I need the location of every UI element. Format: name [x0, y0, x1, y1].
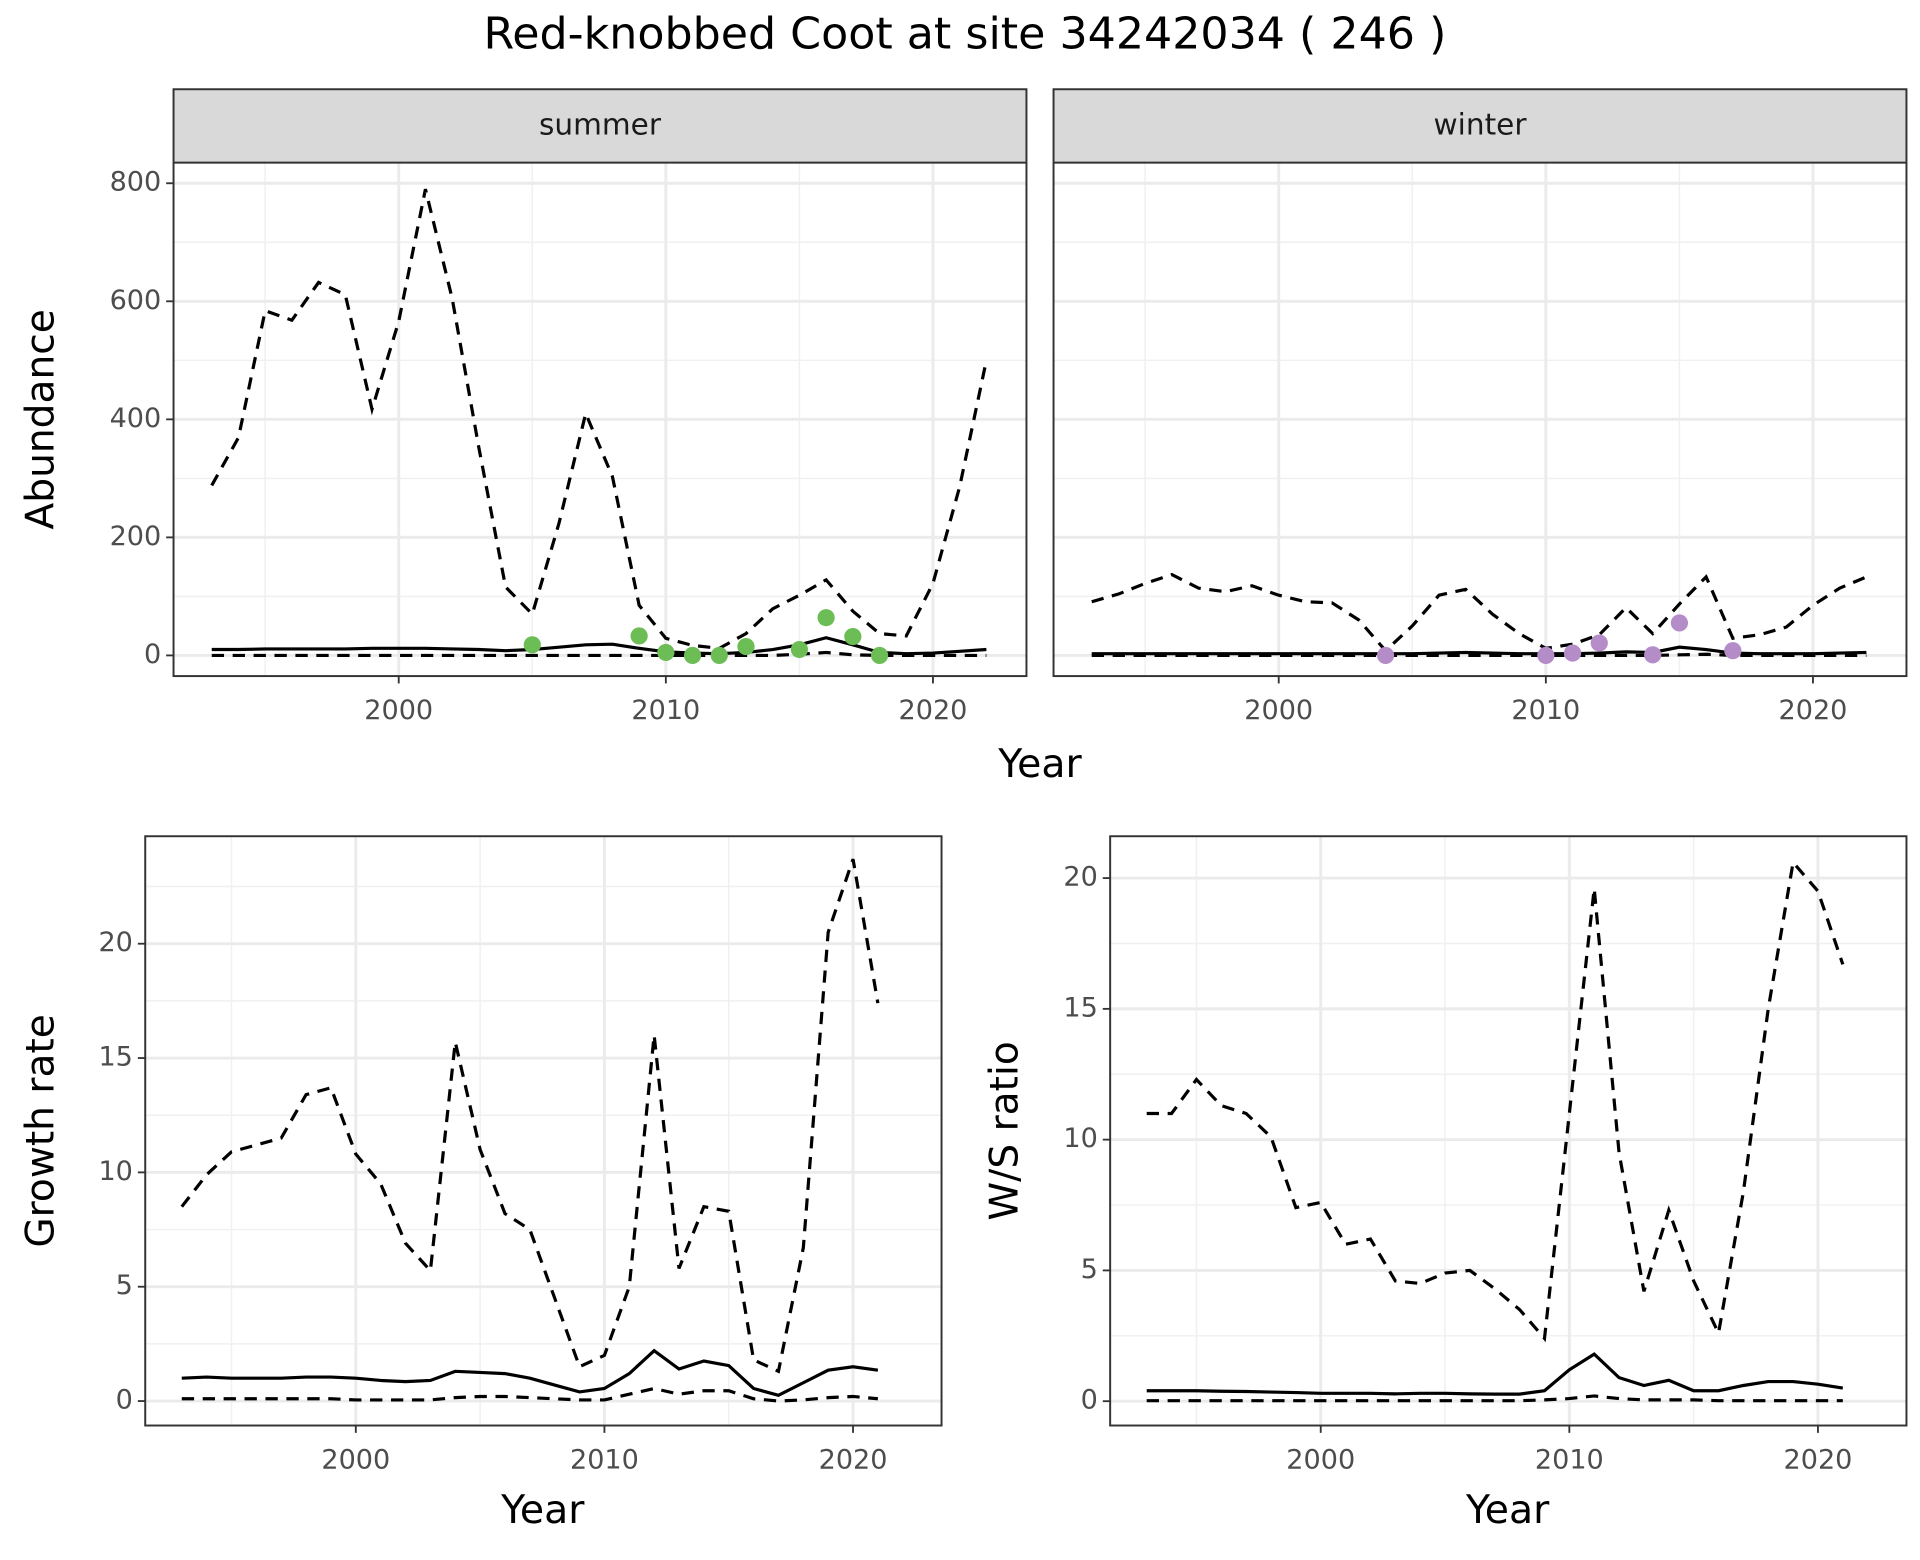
y-axis-label: Abundance	[18, 309, 63, 529]
x-tick-label: 2020	[1784, 1445, 1853, 1476]
panel-border	[1109, 835, 1908, 1427]
observed-point	[790, 640, 809, 659]
bound-line	[211, 650, 987, 658]
y-axis-label: Growth rate	[18, 1014, 63, 1247]
fit-line	[1146, 1352, 1844, 1396]
y-tick-label: 200	[110, 521, 162, 552]
observed-point	[523, 636, 541, 654]
fit-line	[181, 1348, 879, 1398]
y-tick-label: 5	[1081, 1254, 1098, 1285]
y-tick-label: 400	[110, 403, 162, 434]
panel-background	[145, 836, 942, 1426]
facet-strip	[172, 88, 1028, 164]
fit-line	[211, 636, 987, 656]
x-tick-label: 2000	[364, 695, 433, 726]
y-tick-label: 10	[98, 1156, 132, 1187]
observed-point	[1563, 644, 1582, 662]
observed-point	[1590, 634, 1608, 652]
observed-point	[1644, 646, 1662, 664]
x-tick-label: 2000	[1286, 1445, 1355, 1476]
observed-point	[1537, 646, 1555, 664]
y-tick-label: 600	[110, 285, 162, 316]
facet-strip	[1052, 88, 1908, 164]
observed-point	[844, 627, 862, 646]
y-tick-label: 15	[98, 1042, 132, 1073]
y-tick-label: 800	[110, 167, 162, 198]
x-tick-label: 2020	[899, 695, 968, 726]
x-axis-label: Year	[500, 1488, 585, 1533]
observed-point	[1724, 642, 1742, 660]
x-tick-label: 2000	[321, 1445, 390, 1476]
panel-border	[144, 835, 943, 1427]
y-tick-label: 0	[144, 639, 161, 670]
observed-point	[657, 643, 675, 662]
y-tick-label: 20	[1063, 862, 1097, 893]
x-tick-label: 2010	[631, 695, 700, 726]
x-axis-label: Year	[997, 742, 1082, 787]
y-tick-label: 5	[116, 1270, 133, 1301]
x-tick-label: 2020	[819, 1445, 888, 1476]
bound-line	[1146, 1394, 1843, 1403]
y-tick-label: 10	[1063, 1123, 1097, 1154]
y-tick-label: 0	[1081, 1385, 1098, 1416]
bound-line	[210, 188, 988, 650]
bound-line	[180, 858, 880, 1374]
x-tick-label: 2010	[1511, 695, 1580, 726]
y-tick-label: 0	[116, 1385, 133, 1416]
observed-point	[710, 646, 728, 664]
observed-point	[870, 646, 889, 664]
x-tick-label: 2010	[1535, 1445, 1604, 1476]
figure-title: Red-knobbed Coot at site 34242034 ( 246 …	[483, 9, 1446, 60]
y-tick-label: 20	[98, 927, 132, 958]
observed-point	[817, 609, 835, 627]
panel-background	[1110, 836, 1907, 1426]
observed-point	[630, 627, 648, 645]
bound-line	[1091, 652, 1867, 658]
x-tick-label: 2010	[570, 1445, 639, 1476]
observed-point	[683, 646, 702, 664]
x-axis-label: Year	[1465, 1488, 1550, 1533]
bound-line	[181, 1386, 879, 1403]
x-tick-label: 2020	[1779, 695, 1848, 726]
observed-point	[737, 638, 755, 656]
facet-strip-label: winter	[1434, 107, 1528, 141]
observed-point	[1376, 646, 1395, 664]
bound-line	[1146, 858, 1845, 1343]
y-tick-label: 15	[1063, 992, 1097, 1023]
facet-strip-label: summer	[539, 107, 662, 141]
y-axis-label: W/S ratio	[982, 1041, 1027, 1220]
observed-point	[1670, 614, 1689, 632]
bound-line	[1091, 572, 1868, 653]
x-tick-label: 2000	[1244, 695, 1313, 726]
